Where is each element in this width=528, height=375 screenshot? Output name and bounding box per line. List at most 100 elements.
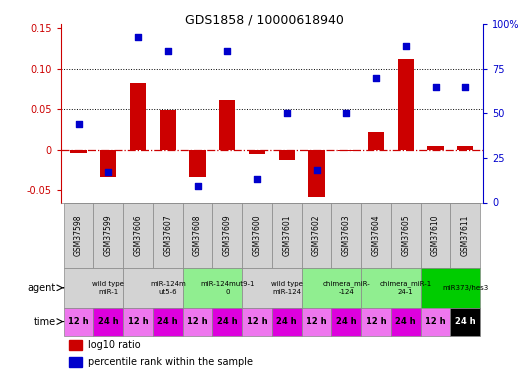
- Text: 24 h: 24 h: [157, 317, 178, 326]
- Point: [134, 34, 142, 40]
- Bar: [361, 268, 421, 308]
- Point: [372, 75, 380, 81]
- Text: time: time: [33, 316, 55, 327]
- Bar: [69, 340, 82, 350]
- Point: [431, 84, 440, 90]
- Bar: [332, 308, 361, 336]
- FancyBboxPatch shape: [153, 202, 183, 268]
- FancyBboxPatch shape: [183, 202, 212, 268]
- Text: GSM37600: GSM37600: [252, 214, 261, 256]
- Point: [253, 176, 261, 182]
- Text: wild type
miR-1: wild type miR-1: [92, 281, 124, 295]
- Bar: [123, 268, 183, 308]
- FancyBboxPatch shape: [421, 202, 450, 268]
- Text: GSM37602: GSM37602: [312, 214, 321, 256]
- Point: [164, 48, 172, 54]
- Bar: [398, 59, 414, 150]
- Text: 24 h: 24 h: [395, 317, 416, 326]
- Text: miR-124m
ut5-6: miR-124m ut5-6: [150, 281, 186, 295]
- FancyBboxPatch shape: [242, 202, 272, 268]
- Bar: [130, 84, 146, 150]
- Bar: [93, 308, 123, 336]
- Bar: [421, 268, 480, 308]
- Point: [402, 43, 410, 49]
- FancyBboxPatch shape: [450, 202, 480, 268]
- FancyBboxPatch shape: [361, 202, 391, 268]
- Point: [313, 167, 321, 173]
- Point: [223, 48, 231, 54]
- Text: 24 h: 24 h: [217, 317, 238, 326]
- Text: 24 h: 24 h: [336, 317, 356, 326]
- Bar: [308, 150, 325, 197]
- Bar: [153, 308, 183, 336]
- Text: log10 ratio: log10 ratio: [88, 340, 141, 350]
- Text: GSM37598: GSM37598: [74, 214, 83, 256]
- Text: GSM37604: GSM37604: [372, 214, 381, 256]
- Text: GDS1858 / 10000618940: GDS1858 / 10000618940: [185, 13, 343, 26]
- Bar: [64, 268, 123, 308]
- Bar: [70, 150, 87, 153]
- Text: 12 h: 12 h: [68, 317, 89, 326]
- Bar: [190, 150, 206, 177]
- Bar: [391, 308, 421, 336]
- Bar: [361, 308, 391, 336]
- Bar: [183, 308, 212, 336]
- Text: 12 h: 12 h: [128, 317, 148, 326]
- Text: 12 h: 12 h: [187, 317, 208, 326]
- FancyBboxPatch shape: [212, 202, 242, 268]
- Bar: [279, 150, 295, 160]
- Bar: [100, 150, 117, 177]
- Text: GSM37603: GSM37603: [342, 214, 351, 256]
- Bar: [159, 110, 176, 150]
- Text: 24 h: 24 h: [455, 317, 476, 326]
- Point: [74, 121, 83, 127]
- Bar: [421, 308, 450, 336]
- FancyBboxPatch shape: [332, 202, 361, 268]
- Bar: [457, 146, 474, 150]
- Text: GSM37606: GSM37606: [134, 214, 143, 256]
- Text: GSM37599: GSM37599: [104, 214, 113, 256]
- Bar: [242, 308, 272, 336]
- Point: [104, 169, 112, 175]
- Text: miR-124mut9-1
0: miR-124mut9-1 0: [200, 281, 254, 295]
- Text: chimera_miR-
-124: chimera_miR- -124: [323, 280, 370, 295]
- Text: GSM37611: GSM37611: [461, 214, 470, 256]
- Text: 24 h: 24 h: [98, 317, 119, 326]
- Text: 24 h: 24 h: [277, 317, 297, 326]
- Text: percentile rank within the sample: percentile rank within the sample: [88, 357, 253, 367]
- Bar: [301, 268, 361, 308]
- Text: agent: agent: [27, 283, 55, 293]
- Text: GSM37609: GSM37609: [223, 214, 232, 256]
- Text: 12 h: 12 h: [425, 317, 446, 326]
- Text: 12 h: 12 h: [247, 317, 267, 326]
- Point: [193, 183, 202, 189]
- FancyBboxPatch shape: [301, 202, 332, 268]
- Text: GSM37605: GSM37605: [401, 214, 410, 256]
- Text: GSM37610: GSM37610: [431, 214, 440, 256]
- Text: GSM37607: GSM37607: [163, 214, 172, 256]
- Text: miR373/hes3: miR373/hes3: [442, 285, 488, 291]
- Bar: [69, 357, 82, 367]
- Text: GSM37608: GSM37608: [193, 214, 202, 256]
- Point: [342, 110, 351, 116]
- Point: [282, 110, 291, 116]
- FancyBboxPatch shape: [123, 202, 153, 268]
- Text: 12 h: 12 h: [366, 317, 386, 326]
- Bar: [219, 100, 235, 150]
- Bar: [272, 308, 301, 336]
- Point: [461, 84, 469, 90]
- Bar: [249, 150, 265, 154]
- Text: 12 h: 12 h: [306, 317, 327, 326]
- Bar: [338, 150, 354, 152]
- Bar: [64, 308, 93, 336]
- Bar: [183, 268, 242, 308]
- Text: chimera_miR-1
24-1: chimera_miR-1 24-1: [380, 280, 432, 295]
- Bar: [212, 308, 242, 336]
- Bar: [368, 132, 384, 150]
- FancyBboxPatch shape: [64, 202, 93, 268]
- FancyBboxPatch shape: [93, 202, 123, 268]
- Bar: [301, 308, 332, 336]
- Bar: [123, 308, 153, 336]
- Bar: [450, 308, 480, 336]
- Text: wild type
miR-124: wild type miR-124: [271, 281, 303, 295]
